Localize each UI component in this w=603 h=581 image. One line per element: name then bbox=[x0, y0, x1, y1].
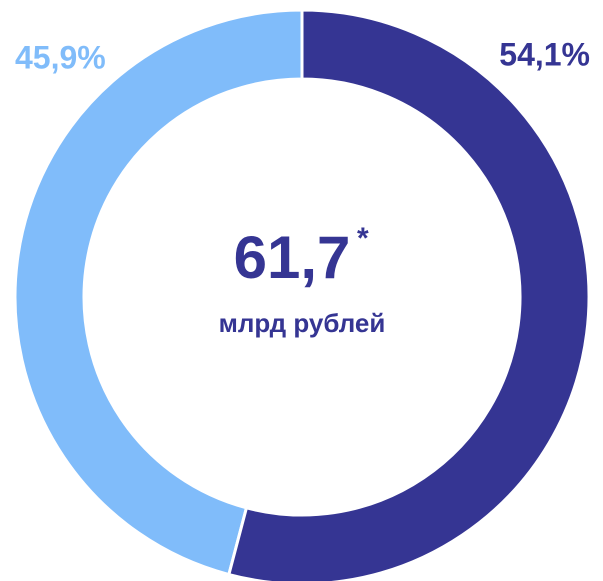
donut-segment bbox=[13, 8, 304, 577]
center-value: 61,7 bbox=[234, 224, 351, 291]
donut-segment bbox=[227, 8, 591, 581]
center-label: млрд рублей bbox=[219, 308, 386, 338]
value-label: 45,9% bbox=[15, 39, 106, 75]
value-label: 54,1% bbox=[499, 36, 590, 72]
center-note: * bbox=[357, 222, 369, 255]
